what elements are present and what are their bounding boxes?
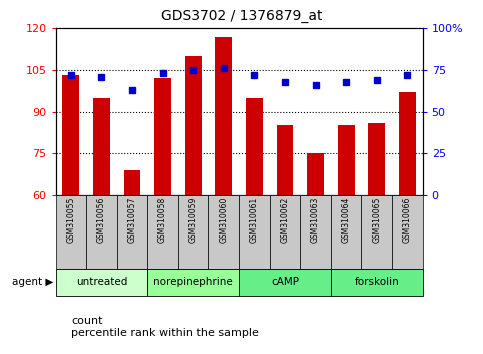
Bar: [185, 56, 201, 195]
Bar: [331, 195, 361, 269]
Text: count: count: [71, 316, 102, 326]
Bar: [56, 269, 147, 296]
Bar: [369, 122, 385, 195]
Text: GSM310059: GSM310059: [189, 197, 198, 243]
Text: cAMP: cAMP: [271, 277, 299, 287]
Text: GSM310060: GSM310060: [219, 197, 228, 243]
Text: GSM310065: GSM310065: [372, 197, 381, 243]
Text: GSM310066: GSM310066: [403, 197, 412, 243]
Bar: [399, 92, 416, 195]
Text: forskolin: forskolin: [355, 277, 399, 287]
Bar: [56, 195, 86, 269]
Text: norepinephrine: norepinephrine: [153, 277, 233, 287]
Bar: [246, 98, 263, 195]
Bar: [178, 195, 209, 269]
Text: GSM310063: GSM310063: [311, 197, 320, 243]
Bar: [361, 195, 392, 269]
Text: GSM310062: GSM310062: [281, 197, 289, 243]
Text: agent ▶: agent ▶: [12, 277, 53, 287]
Text: GSM310064: GSM310064: [341, 197, 351, 243]
Bar: [239, 195, 270, 269]
Bar: [392, 195, 423, 269]
Bar: [215, 37, 232, 195]
Bar: [93, 98, 110, 195]
Bar: [338, 125, 355, 195]
Text: GSM310056: GSM310056: [97, 197, 106, 243]
Bar: [62, 75, 79, 195]
Text: untreated: untreated: [76, 277, 127, 287]
Bar: [147, 195, 178, 269]
Text: GSM310057: GSM310057: [128, 197, 137, 243]
Bar: [300, 195, 331, 269]
Bar: [154, 78, 171, 195]
Text: GSM310055: GSM310055: [66, 197, 75, 243]
Bar: [124, 170, 141, 195]
Bar: [209, 195, 239, 269]
Bar: [277, 125, 293, 195]
Bar: [117, 195, 147, 269]
Bar: [239, 269, 331, 296]
Bar: [331, 269, 423, 296]
Bar: [86, 195, 117, 269]
Bar: [307, 153, 324, 195]
Text: GSM310058: GSM310058: [158, 197, 167, 243]
Bar: [270, 195, 300, 269]
Text: percentile rank within the sample: percentile rank within the sample: [71, 328, 259, 338]
Bar: [147, 269, 239, 296]
Text: GDS3702 / 1376879_at: GDS3702 / 1376879_at: [161, 9, 322, 23]
Text: GSM310061: GSM310061: [250, 197, 259, 243]
